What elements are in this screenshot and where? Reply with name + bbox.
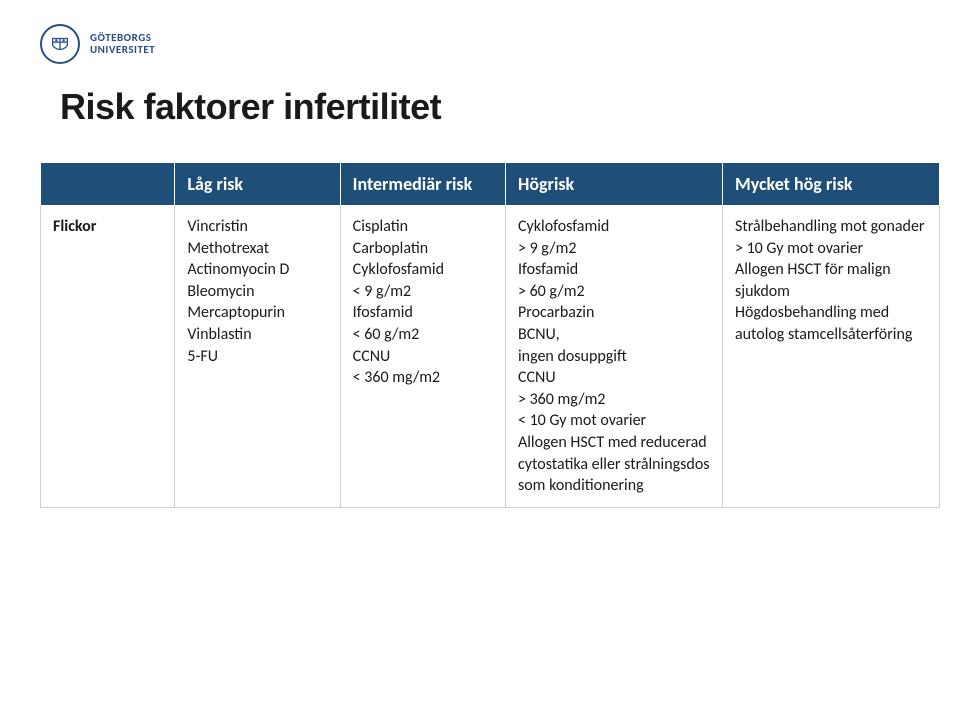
- col-header-1: Låg risk: [175, 163, 340, 206]
- slide: GÖTEBORGS UNIVERSITET Risk faktorer infe…: [0, 0, 960, 720]
- table-header-row: Låg risk Intermediär risk Högrisk Mycket…: [41, 163, 940, 206]
- cell-very-high-risk: Strålbehandling mot gonader> 10 Gy mot o…: [722, 206, 939, 508]
- row-head: Flickor: [41, 206, 175, 508]
- logo-seal-icon: [40, 24, 80, 64]
- cell-low-risk: VincristinMethotrexatActinomyocin DBleom…: [175, 206, 340, 508]
- risk-table: Låg risk Intermediär risk Högrisk Mycket…: [40, 162, 940, 508]
- logo-line2: UNIVERSITET: [90, 44, 155, 56]
- cell-intermediate: CisplatinCarboplatinCyklofosfamid< 9 g/m…: [340, 206, 505, 508]
- col-header-3: Högrisk: [505, 163, 722, 206]
- col-header-2: Intermediär risk: [340, 163, 505, 206]
- table-row: Flickor VincristinMethotrexatActinomyoci…: [41, 206, 940, 508]
- col-header-0: [41, 163, 175, 206]
- cell-high-risk: Cyklofosfamid> 9 g/m2Ifosfamid> 60 g/m2P…: [505, 206, 722, 508]
- page-title: Risk faktorer infertilitet: [60, 86, 920, 128]
- col-header-4: Mycket hög risk: [722, 163, 939, 206]
- university-logo: GÖTEBORGS UNIVERSITET: [40, 24, 920, 64]
- logo-text: GÖTEBORGS UNIVERSITET: [90, 32, 155, 56]
